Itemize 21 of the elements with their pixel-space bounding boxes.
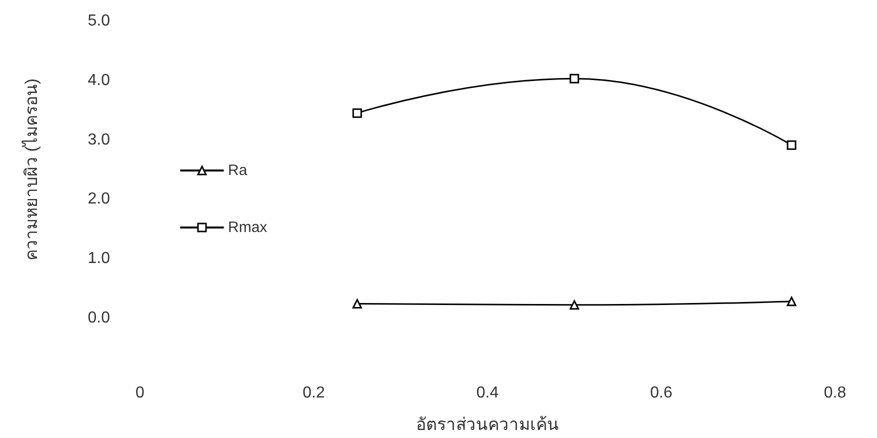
y-tick-label: 1.0 xyxy=(88,250,110,268)
point xyxy=(570,74,580,84)
x-tick-label: 0 xyxy=(136,384,145,402)
y-tick-label: 3.0 xyxy=(88,131,110,148)
legend-label: Rmax xyxy=(228,219,268,236)
point xyxy=(352,298,362,308)
x-tick-label: 0.6 xyxy=(650,384,672,402)
x-tick-label: 0.8 xyxy=(824,384,846,402)
point xyxy=(786,140,796,150)
point xyxy=(352,108,362,118)
x-tick-label: 0.4 xyxy=(476,384,499,402)
point xyxy=(570,300,580,310)
y-tick-label: 5.0 xyxy=(88,12,110,30)
y-tick-label: 0.0 xyxy=(88,310,110,326)
y-tick-label: 4.0 xyxy=(88,72,110,89)
x-tick-label: 0.2 xyxy=(302,384,325,402)
legend-label: Ra xyxy=(228,162,248,179)
point xyxy=(786,296,796,306)
x-axis-title: อัตราส่วนความเค้น xyxy=(416,415,559,434)
y-tick-label: 2.0 xyxy=(88,190,110,208)
y-axis-title: ความหยาบผิว (ไมครอน) xyxy=(21,78,41,261)
